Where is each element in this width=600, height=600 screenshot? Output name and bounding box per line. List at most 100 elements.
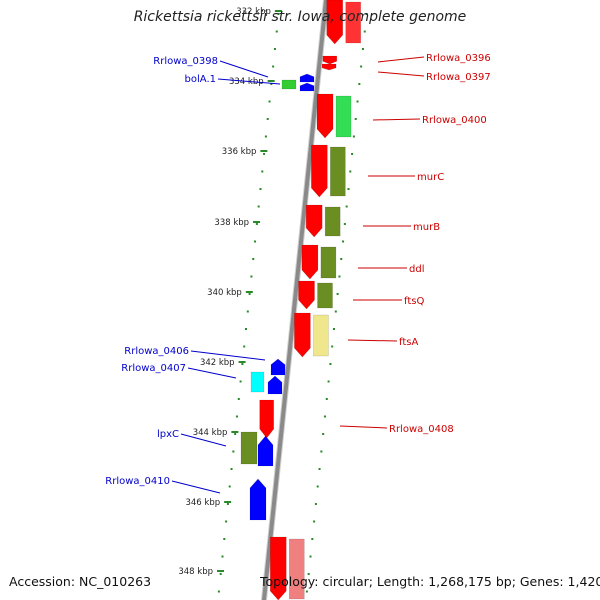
scale-dot xyxy=(325,398,328,400)
scale-label: 344 kbp xyxy=(193,428,228,438)
scale-dot xyxy=(228,485,231,488)
scale-dot xyxy=(358,83,361,85)
scale-dot xyxy=(243,345,246,348)
gene-box xyxy=(335,95,352,138)
gene-box xyxy=(281,79,297,90)
gene-box xyxy=(240,431,258,465)
gene-box xyxy=(345,1,362,44)
scale-dot xyxy=(266,118,269,120)
gene-arrow xyxy=(294,312,311,358)
right-leader-line xyxy=(339,425,388,429)
gene-arrow xyxy=(269,536,287,600)
gene-box xyxy=(288,538,305,600)
scale-label: 336 kbp xyxy=(222,147,257,157)
scale-dot xyxy=(349,170,352,173)
gene-box xyxy=(320,246,337,279)
left-gene-label: lpxC xyxy=(157,429,179,440)
scale-dot xyxy=(323,415,326,418)
scale-dot xyxy=(255,223,258,225)
scale-dot xyxy=(245,328,248,330)
scale-dot xyxy=(342,240,345,243)
gene-box xyxy=(250,371,265,393)
scale-dot xyxy=(361,48,364,50)
gene-arrow xyxy=(257,435,274,467)
gene-arrow xyxy=(316,93,334,139)
right-gene-label: murC xyxy=(417,172,444,183)
gene-box xyxy=(317,282,333,309)
scale-dot xyxy=(352,135,355,138)
scale-dot xyxy=(336,293,339,295)
scale-dot xyxy=(275,30,278,33)
left-gene-label: Rrlowa_0406 xyxy=(124,346,189,357)
gene-arrow xyxy=(299,73,315,83)
gene-arrow xyxy=(299,82,315,92)
left-gene-label: Rrlowa_0407 xyxy=(121,363,186,374)
left-gene-label: bolA.1 xyxy=(185,74,216,85)
right-leader-line xyxy=(372,118,421,121)
scale-dot xyxy=(248,293,251,295)
scale-dot xyxy=(360,65,363,68)
scale-dot xyxy=(316,485,319,488)
scale-dot xyxy=(338,275,341,278)
scale-dot xyxy=(334,310,337,313)
scale-dot xyxy=(270,83,273,85)
gene-arrow xyxy=(311,144,328,198)
scale-dot xyxy=(340,258,343,260)
gene-arrow xyxy=(321,63,337,71)
right-gene-label: ddl xyxy=(409,264,424,275)
left-gene-label: Rrlowa_0410 xyxy=(105,476,170,487)
left-leader-line xyxy=(190,350,266,361)
right-gene-label: murB xyxy=(413,222,440,233)
left-leader-line xyxy=(180,433,227,447)
scale-label: 346 kbp xyxy=(185,498,220,508)
right-leader-line xyxy=(377,56,425,63)
gene-box xyxy=(313,314,329,357)
scale-dot xyxy=(257,205,260,208)
right-leader-line xyxy=(347,339,398,342)
left-leader-line xyxy=(217,78,281,85)
scale-dot xyxy=(217,590,220,593)
scale-dot xyxy=(226,503,229,505)
scale-dot xyxy=(252,258,255,260)
scale-label: 342 kbp xyxy=(200,358,235,368)
scale-label: 340 kbp xyxy=(207,288,242,298)
gene-arrow xyxy=(267,375,283,395)
left-leader-line xyxy=(187,367,237,379)
scale-dot xyxy=(313,520,316,523)
scale-dot xyxy=(331,345,334,348)
scale-dot xyxy=(225,520,228,523)
scale-dot xyxy=(363,30,366,33)
right-gene-label: Rrlowa_0400 xyxy=(422,115,487,126)
scale-dot xyxy=(351,153,354,155)
right-leader-line xyxy=(377,71,425,77)
gene-arrow xyxy=(249,478,267,521)
scale-dot xyxy=(318,468,321,470)
scale-dot xyxy=(311,538,314,540)
gene-arrow xyxy=(270,358,286,376)
scale-dot xyxy=(263,153,266,155)
scale-label: 348 kbp xyxy=(178,567,213,577)
scale-label: 332 kbp xyxy=(236,7,271,17)
scale-dot xyxy=(305,590,308,593)
left-scale-track xyxy=(217,13,280,593)
scale-dot xyxy=(333,328,336,330)
scale-dot xyxy=(322,433,325,435)
right-gene-label: Rrlowa_0397 xyxy=(426,72,491,83)
scale-dot xyxy=(345,205,348,208)
right-gene-label: Rrlowa_0396 xyxy=(426,53,491,64)
gene-arrow xyxy=(322,55,338,65)
gene-arrow xyxy=(301,244,319,280)
scale-dot xyxy=(223,538,226,540)
scale-dot xyxy=(241,363,244,365)
gene-box xyxy=(330,146,346,197)
scale-dot xyxy=(246,310,249,313)
scale-dot xyxy=(221,555,224,558)
topology-label: Topology: circular; Length: 1,268,175 bp… xyxy=(260,574,600,589)
right-gene-label: Rrlowa_0408 xyxy=(389,424,454,435)
scale-label: 338 kbp xyxy=(214,218,249,228)
scale-dot xyxy=(259,188,262,190)
map-title: Rickettsia rickettsii str. Iowa, complet… xyxy=(133,9,467,25)
gene-box xyxy=(324,206,341,237)
scale-dot xyxy=(254,240,257,243)
